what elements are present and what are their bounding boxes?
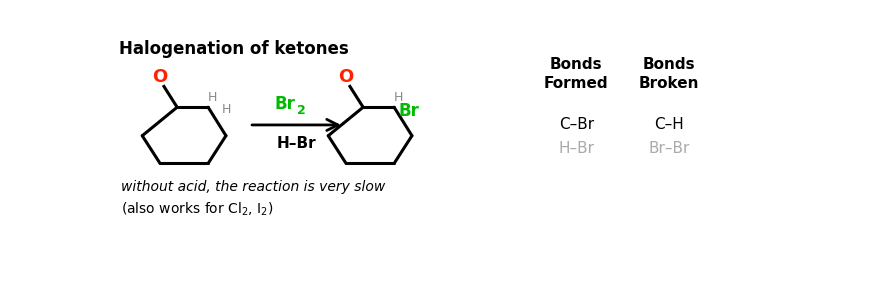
Text: (also works for Cl$_2$, I$_2$): (also works for Cl$_2$, I$_2$) (120, 201, 273, 218)
Text: Bonds
Broken: Bonds Broken (639, 57, 700, 91)
Text: C–H: C–H (654, 118, 684, 132)
Text: C–Br: C–Br (559, 118, 594, 132)
Text: 2: 2 (297, 104, 306, 117)
Text: Bonds
Formed: Bonds Formed (544, 57, 609, 91)
Text: Br: Br (398, 102, 419, 120)
Text: H: H (222, 103, 231, 116)
Text: Br: Br (274, 95, 295, 113)
Text: without acid, the reaction is very slow: without acid, the reaction is very slow (120, 179, 384, 193)
Text: O: O (151, 68, 167, 86)
Text: H: H (394, 91, 403, 104)
Text: H–Br: H–Br (558, 141, 595, 156)
Text: O: O (337, 68, 353, 86)
Text: Br–Br: Br–Br (649, 141, 690, 156)
Text: H–Br: H–Br (277, 136, 316, 151)
Text: H: H (208, 91, 217, 104)
Text: Halogenation of ketones: Halogenation of ketones (119, 40, 349, 58)
